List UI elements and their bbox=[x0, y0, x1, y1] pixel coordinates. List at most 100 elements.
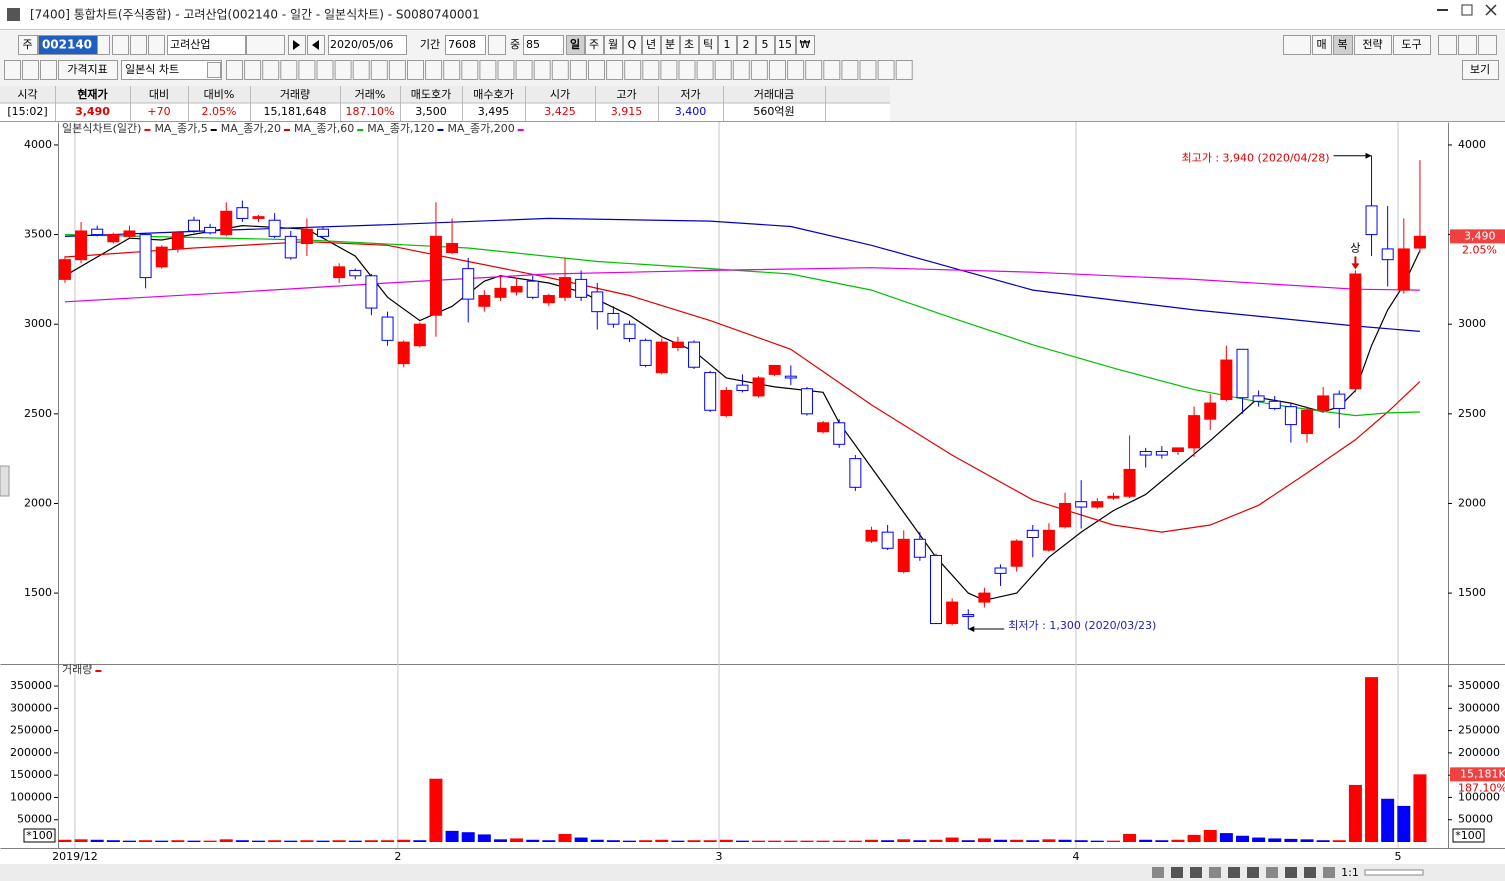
draw-tool-icon[interactable] bbox=[569, 60, 587, 80]
draw-tool-icon[interactable] bbox=[443, 60, 461, 80]
draw-tool-icon[interactable] bbox=[606, 60, 624, 80]
draw-tool-icon[interactable] bbox=[787, 60, 805, 80]
interval-button[interactable] bbox=[775, 35, 796, 55]
draw-tool-icon[interactable] bbox=[642, 60, 660, 80]
draw-tool-icon[interactable] bbox=[515, 60, 533, 80]
draw-tool-icon[interactable] bbox=[425, 60, 443, 80]
draw-tool-icon[interactable] bbox=[388, 60, 406, 80]
name-options[interactable] bbox=[246, 35, 285, 55]
draw-tool-icon[interactable] bbox=[841, 60, 859, 80]
style-select[interactable] bbox=[121, 60, 222, 80]
draw-tool-icon[interactable] bbox=[551, 60, 569, 80]
draw-tool-icon[interactable] bbox=[877, 60, 895, 80]
draw-tool-icon[interactable] bbox=[244, 60, 262, 80]
draw-tool-icon[interactable] bbox=[226, 60, 243, 80]
interval-button[interactable] bbox=[680, 35, 699, 55]
draw-tool-icon[interactable] bbox=[805, 60, 823, 80]
draw-tool-icon[interactable] bbox=[461, 60, 479, 80]
code-dropdown[interactable] bbox=[97, 35, 110, 55]
interval-button[interactable] bbox=[623, 35, 642, 55]
tool-icon[interactable] bbox=[1438, 35, 1457, 55]
interval-button[interactable] bbox=[604, 35, 623, 55]
tool-icon[interactable] bbox=[488, 35, 506, 55]
draw-tool-icon[interactable] bbox=[370, 60, 388, 80]
draw-tool-icon[interactable] bbox=[334, 60, 352, 80]
menu-button[interactable] bbox=[1312, 35, 1332, 55]
interval-button[interactable] bbox=[796, 35, 815, 55]
tool-icon[interactable] bbox=[1458, 35, 1477, 55]
interval-button[interactable] bbox=[642, 35, 661, 55]
nav-icon[interactable] bbox=[1247, 867, 1259, 878]
draw-tool-icon[interactable] bbox=[732, 60, 750, 80]
view-button[interactable] bbox=[1462, 60, 1499, 80]
draw-tool-icon[interactable] bbox=[588, 60, 605, 80]
draw-tool-icon[interactable] bbox=[407, 60, 424, 80]
draw-tool-icon[interactable] bbox=[316, 60, 334, 80]
nav-icon[interactable] bbox=[1285, 867, 1297, 878]
interval-button[interactable] bbox=[699, 35, 718, 55]
draw-tool-icon[interactable] bbox=[352, 60, 370, 80]
draw-tool-icon[interactable] bbox=[479, 60, 497, 80]
interval-button[interactable] bbox=[585, 35, 604, 55]
volume-bar bbox=[1139, 839, 1153, 842]
draw-tool-icon[interactable] bbox=[696, 60, 714, 80]
interval-button[interactable] bbox=[566, 35, 585, 55]
nav-icon[interactable] bbox=[1323, 867, 1335, 878]
tool-icon[interactable] bbox=[22, 60, 39, 80]
volume-bar bbox=[961, 840, 975, 842]
interval-button[interactable] bbox=[661, 35, 680, 55]
volume-bar bbox=[1090, 840, 1104, 842]
draw-tool-icon[interactable] bbox=[497, 60, 515, 80]
nav-icon[interactable] bbox=[1152, 867, 1164, 878]
menu-button[interactable] bbox=[1354, 35, 1392, 55]
draw-tool-icon[interactable] bbox=[714, 60, 732, 80]
draw-tool-icon[interactable] bbox=[533, 60, 551, 80]
draw-tool-icon[interactable] bbox=[298, 60, 316, 80]
tool-icon[interactable] bbox=[1478, 35, 1497, 55]
interval-button[interactable] bbox=[737, 35, 756, 55]
draw-tool-icon[interactable] bbox=[750, 60, 768, 80]
zoom-slider[interactable] bbox=[1364, 869, 1424, 876]
draw-tool-icon[interactable] bbox=[262, 60, 280, 80]
minimize-button[interactable] bbox=[1437, 9, 1448, 11]
quote-header: 대비 bbox=[149, 88, 169, 101]
left-tab[interactable] bbox=[0, 465, 10, 497]
tool-icon[interactable] bbox=[40, 60, 57, 80]
nav-icon[interactable] bbox=[1266, 867, 1278, 878]
menu-button[interactable] bbox=[1333, 35, 1353, 55]
draw-tool-icon[interactable] bbox=[769, 60, 786, 80]
nav-icon[interactable] bbox=[1228, 867, 1240, 878]
draw-tool-icon[interactable] bbox=[823, 60, 841, 80]
maximize-button[interactable] bbox=[1461, 4, 1473, 16]
nav-icon[interactable] bbox=[1209, 867, 1221, 878]
cloud-button[interactable] bbox=[1283, 35, 1311, 55]
draw-tool-icon[interactable] bbox=[678, 60, 696, 80]
period-input[interactable] bbox=[445, 35, 486, 55]
candle-body bbox=[1268, 400, 1281, 409]
draw-tool-icon[interactable] bbox=[859, 60, 877, 80]
interval-button[interactable] bbox=[718, 35, 737, 55]
menu-button[interactable] bbox=[1393, 35, 1431, 55]
mid-input[interactable] bbox=[523, 35, 564, 55]
volume-unit: *100 bbox=[1455, 829, 1482, 842]
nav-icon[interactable] bbox=[1304, 867, 1316, 878]
interval-button[interactable] bbox=[756, 35, 775, 55]
name-input[interactable] bbox=[167, 35, 246, 55]
tool-icon[interactable] bbox=[148, 35, 165, 55]
nav-icon[interactable] bbox=[1171, 867, 1183, 878]
draw-tool-icon[interactable] bbox=[280, 60, 298, 80]
tool-icon[interactable] bbox=[130, 35, 147, 55]
volume-bar bbox=[316, 840, 330, 842]
draw-tool-icon[interactable] bbox=[660, 60, 678, 80]
nav-icon[interactable] bbox=[1190, 867, 1202, 878]
date-input[interactable] bbox=[328, 35, 407, 55]
style-dropdown[interactable] bbox=[207, 62, 221, 78]
close-button[interactable] bbox=[1485, 4, 1497, 16]
market-button[interactable] bbox=[18, 35, 38, 55]
draw-tool-icon[interactable] bbox=[895, 60, 913, 80]
tool-icon[interactable] bbox=[112, 35, 129, 55]
legend-label: MA_종가,200 bbox=[447, 122, 514, 135]
tool-icon[interactable] bbox=[4, 60, 21, 80]
indicator-button[interactable] bbox=[58, 60, 118, 80]
draw-tool-icon[interactable] bbox=[624, 60, 642, 80]
